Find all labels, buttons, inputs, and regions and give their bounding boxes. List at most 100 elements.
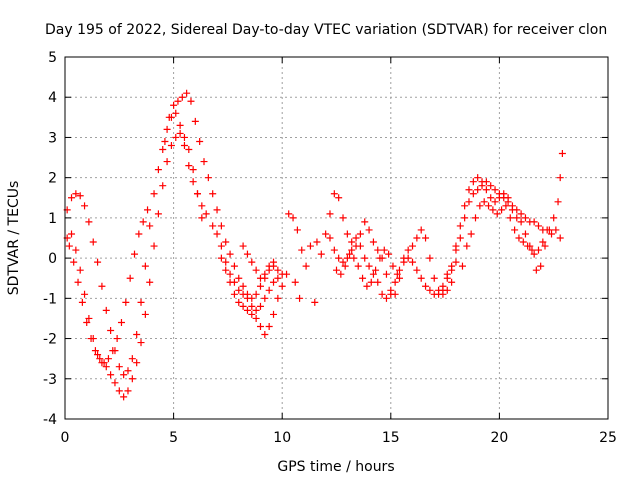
data-point	[348, 238, 356, 246]
data-point	[519, 238, 527, 246]
data-point	[137, 298, 145, 306]
data-point	[285, 210, 293, 218]
data-point	[104, 355, 112, 363]
data-point	[426, 286, 434, 294]
data-point	[376, 254, 384, 262]
data-point	[550, 214, 558, 222]
data-point	[439, 290, 447, 298]
data-point	[68, 194, 76, 202]
data-point	[261, 270, 269, 278]
data-point	[115, 363, 123, 371]
data-point	[248, 258, 256, 266]
data-point	[350, 254, 358, 262]
x-tick-label: 10	[273, 430, 291, 446]
series-trace-a	[63, 109, 210, 379]
data-point	[278, 282, 286, 290]
data-point	[91, 347, 99, 355]
data-point	[465, 198, 473, 206]
data-point	[172, 109, 180, 117]
data-point	[365, 226, 373, 234]
data-point	[480, 198, 488, 206]
data-point	[395, 274, 403, 282]
data-point	[491, 198, 499, 206]
series-trace-b	[63, 129, 206, 401]
data-point	[109, 347, 117, 355]
y-tick-label: 1	[48, 211, 57, 227]
data-point	[243, 294, 251, 302]
data-point	[363, 282, 371, 290]
data-point	[261, 331, 269, 339]
data-point	[369, 270, 377, 278]
data-point	[417, 274, 425, 282]
data-point	[185, 146, 193, 154]
data-point	[107, 327, 115, 335]
data-point	[382, 270, 390, 278]
data-point	[85, 314, 93, 322]
data-point	[107, 371, 115, 379]
data-point	[226, 270, 234, 278]
data-point	[534, 246, 542, 254]
data-point	[83, 318, 91, 326]
data-point	[361, 254, 369, 262]
data-point	[183, 89, 191, 97]
data-point	[102, 306, 110, 314]
data-point	[346, 250, 354, 258]
data-point	[521, 230, 529, 238]
data-point	[187, 97, 195, 105]
data-point	[380, 246, 388, 254]
data-point	[335, 194, 343, 202]
data-point	[422, 234, 430, 242]
data-point	[339, 214, 347, 222]
data-point	[85, 218, 93, 226]
data-point	[261, 294, 269, 302]
y-tick-label: 3	[48, 130, 57, 146]
data-point	[213, 206, 221, 214]
data-point	[209, 222, 217, 230]
x-tick-label: 20	[490, 430, 508, 446]
data-point	[417, 226, 425, 234]
data-point	[113, 335, 121, 343]
data-point	[146, 278, 154, 286]
data-point	[359, 274, 367, 282]
series-trace-j	[333, 246, 401, 290]
data-point	[548, 230, 556, 238]
data-point	[154, 210, 162, 218]
data-point	[524, 242, 532, 250]
data-point	[404, 254, 412, 262]
data-point	[558, 150, 566, 158]
data-point	[94, 258, 102, 266]
plot-frame	[64, 56, 609, 420]
data-point	[506, 214, 514, 222]
data-point	[498, 206, 506, 214]
x-tick-label: 15	[382, 430, 400, 446]
data-point	[252, 306, 260, 314]
data-point	[326, 234, 334, 242]
series-trace-k	[439, 178, 547, 298]
data-point	[176, 121, 184, 129]
data-point	[133, 331, 141, 339]
data-point	[534, 222, 542, 230]
y-tick-label: 4	[48, 90, 57, 106]
data-point	[504, 194, 512, 202]
data-point	[448, 278, 456, 286]
data-point	[141, 262, 149, 270]
data-point	[378, 290, 386, 298]
data-point	[413, 234, 421, 242]
data-point	[539, 238, 547, 246]
data-point	[333, 266, 340, 274]
data-point	[252, 290, 260, 298]
data-point	[159, 182, 167, 190]
data-point	[343, 230, 351, 238]
data-point	[369, 238, 377, 246]
data-point	[478, 178, 486, 186]
data-point	[374, 278, 382, 286]
data-point	[163, 158, 171, 166]
data-points	[63, 89, 566, 401]
data-point	[545, 226, 553, 234]
data-point	[404, 246, 412, 254]
data-point	[515, 234, 523, 242]
data-point	[311, 298, 319, 306]
data-point	[198, 214, 206, 222]
data-point	[395, 266, 403, 274]
data-point	[463, 242, 471, 250]
